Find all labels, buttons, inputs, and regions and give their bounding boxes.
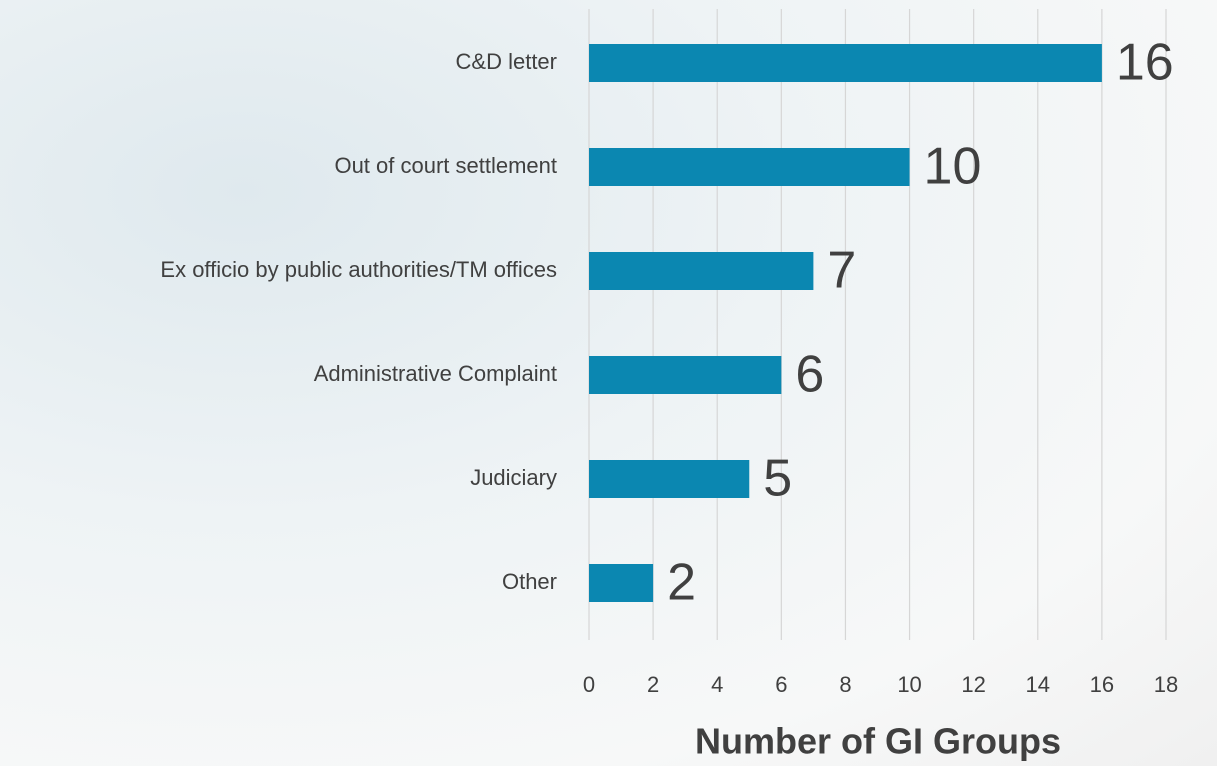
x-axis-title: Number of GI Groups <box>695 721 1061 762</box>
x-tick-label: 18 <box>1154 672 1178 697</box>
bar <box>589 460 750 498</box>
value-label: 6 <box>795 346 824 404</box>
x-tick-label: 6 <box>775 672 787 697</box>
value-label: 7 <box>827 242 856 300</box>
x-tick-label: 2 <box>647 672 659 697</box>
value-label: 10 <box>924 138 982 196</box>
y-tick-label: Judiciary <box>470 465 557 490</box>
bar <box>589 252 814 290</box>
y-tick-label: Other <box>502 569 557 594</box>
x-tick-label: 14 <box>1026 672 1050 697</box>
value-label: 2 <box>667 554 696 612</box>
x-tick-label: 4 <box>711 672 723 697</box>
value-label: 5 <box>763 450 792 508</box>
bar <box>589 356 782 394</box>
y-tick-label: C&D letter <box>456 49 557 74</box>
x-tick-label: 10 <box>897 672 921 697</box>
y-tick-label: Ex officio by public authorities/TM offi… <box>160 257 557 282</box>
bar <box>589 564 654 602</box>
y-tick-label: Out of court settlement <box>334 153 557 178</box>
x-tick-label: 16 <box>1090 672 1114 697</box>
bar <box>589 44 1102 82</box>
x-tick-label: 0 <box>583 672 595 697</box>
x-tick-label: 8 <box>839 672 851 697</box>
value-label: 16 <box>1116 34 1174 92</box>
y-tick-label: Administrative Complaint <box>314 361 557 386</box>
bar <box>589 148 910 186</box>
x-tick-label: 12 <box>961 672 985 697</box>
